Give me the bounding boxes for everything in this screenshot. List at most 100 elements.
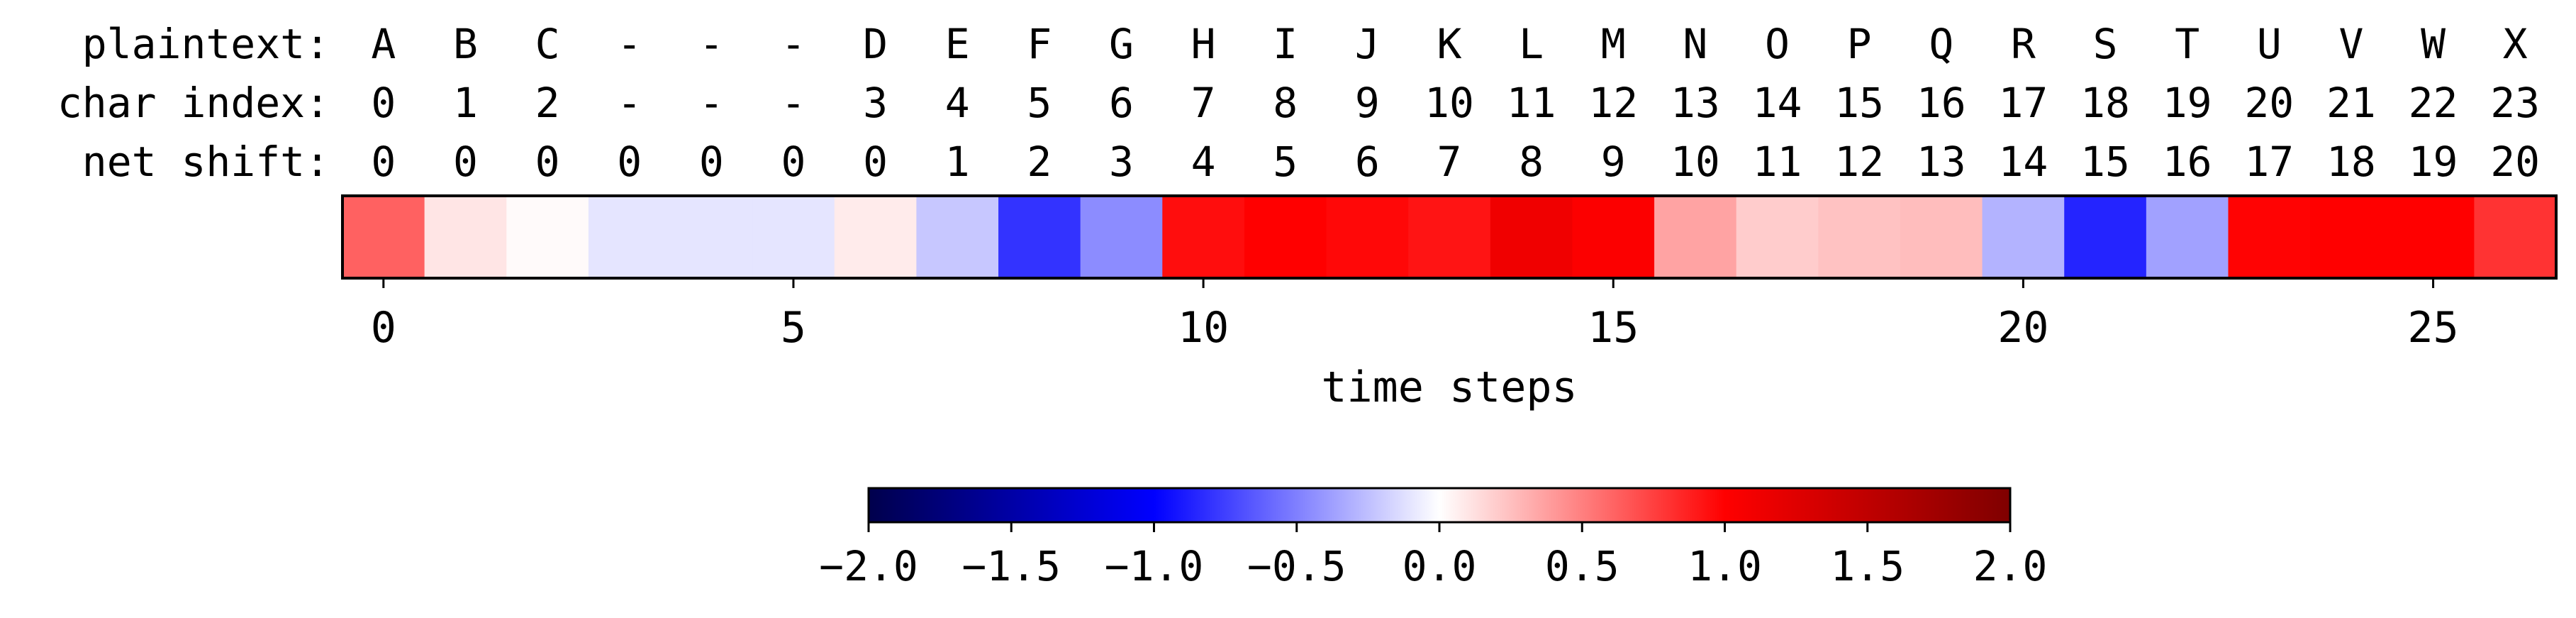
heatmap-cell xyxy=(506,196,589,278)
header-char-index-cell: 8 xyxy=(1273,79,1298,127)
header-net-shift-cell: 12 xyxy=(1834,138,1884,186)
header-plaintext-cell: F xyxy=(1027,20,1052,68)
header-net-shift-cell: 2 xyxy=(1027,138,1052,186)
header-char-index-cell: - xyxy=(617,79,642,127)
header-plaintext-cell: G xyxy=(1109,20,1134,68)
heatmap-cell xyxy=(670,196,753,278)
colorbar-tick-label: 0.0 xyxy=(1403,542,1477,590)
x-tick-label: 0 xyxy=(371,303,396,353)
header-plaintext-cell: A xyxy=(371,20,396,68)
header-char-index-cell: 1 xyxy=(453,79,478,127)
heatmap-cell xyxy=(2310,196,2393,278)
header-net-shift-cell: 7 xyxy=(1437,138,1462,186)
header-char-index-cell: 19 xyxy=(2163,79,2212,127)
header-plaintext-cell: V xyxy=(2338,20,2363,68)
header-plaintext-cell: J xyxy=(1355,20,1380,68)
header-net-shift-cell: 11 xyxy=(1753,138,1802,186)
header-plaintext-cell: O xyxy=(1765,20,1790,68)
heatmap-cell xyxy=(1900,196,1983,278)
header-plaintext-cell: P xyxy=(1847,20,1872,68)
header-char-index-cell: 2 xyxy=(535,79,560,127)
heatmap-cells xyxy=(342,196,2557,278)
row-label-net-shift: net shift: xyxy=(82,138,330,186)
heatmap-cell xyxy=(1162,196,1245,278)
header-net-shift-cell: 0 xyxy=(453,138,478,186)
header-plaintext-cell: H xyxy=(1191,20,1216,68)
header-char-index-cell: 21 xyxy=(2326,79,2376,127)
colorbar-tick-label: −0.5 xyxy=(1247,542,1346,590)
heatmap-cell xyxy=(1654,196,1737,278)
header-char-index-cell: 18 xyxy=(2080,79,2130,127)
header-plaintext-cell: L xyxy=(1519,20,1544,68)
heatmap-cell xyxy=(2392,196,2475,278)
heatmap-cell xyxy=(588,196,671,278)
header-char-index-cell: 23 xyxy=(2490,79,2540,127)
heatmap-cell xyxy=(1572,196,1655,278)
header-plaintext-cell: E xyxy=(945,20,970,68)
header-net-shift-cell: 0 xyxy=(781,138,806,186)
heatmap-cell xyxy=(1818,196,1901,278)
header-row-labels: plaintext: char index: net shift: xyxy=(57,20,330,186)
header-net-shift-cell: 0 xyxy=(699,138,724,186)
heatmap-cell xyxy=(834,196,918,278)
header-char-index-cell: 10 xyxy=(1424,79,1474,127)
header-plaintext-cell: - xyxy=(617,20,642,68)
colorbar-tick-label: 0.5 xyxy=(1545,542,1619,590)
header-plaintext-cell: M xyxy=(1601,20,1626,68)
x-tick-label: 10 xyxy=(1178,303,1229,353)
colorbar-tick-label: −1.5 xyxy=(961,542,1061,590)
header-char-index-cell: 15 xyxy=(1834,79,1884,127)
header-char-index-cell: 4 xyxy=(945,79,970,127)
header-plaintext-cell: - xyxy=(781,20,806,68)
header-net-shift-cell: 0 xyxy=(863,138,888,186)
heatmap-cell xyxy=(1244,196,1327,278)
heatmap-cell xyxy=(916,196,999,278)
x-tick-label: 20 xyxy=(1997,303,2048,353)
header-net-shift-cell: 5 xyxy=(1273,138,1298,186)
header-char-index-cell: 5 xyxy=(1027,79,1052,127)
heatmap-cell xyxy=(1736,196,1819,278)
header-net-shift-cell: 13 xyxy=(1917,138,1966,186)
header-plaintext-cell: Q xyxy=(1929,20,1953,68)
header-char-index-cell: 11 xyxy=(1507,79,1556,127)
header-plaintext-cell: - xyxy=(699,20,724,68)
header-plaintext-cell: C xyxy=(535,20,560,68)
heatmap-cell xyxy=(2064,196,2147,278)
header-net-shift-cell: 17 xyxy=(2244,138,2294,186)
header-net-shift-cell: 3 xyxy=(1109,138,1134,186)
header-net-shift-cell: 18 xyxy=(2326,138,2376,186)
x-tick-label: 15 xyxy=(1588,303,1639,353)
header-net-shift-cell: 10 xyxy=(1671,138,1720,186)
heatmap-cell xyxy=(424,196,507,278)
header-net-shift-cell: 15 xyxy=(2080,138,2130,186)
header-char-index-cell: - xyxy=(781,79,806,127)
header-char-index-cell: 14 xyxy=(1753,79,1802,127)
header-plaintext-cell: U xyxy=(2257,20,2282,68)
heatmap-cell xyxy=(1080,196,1163,278)
colorbar-tick-label: −2.0 xyxy=(819,542,918,590)
row-label-char-index: char index: xyxy=(57,79,330,127)
heatmap-cell xyxy=(2146,196,2229,278)
heatmap-cell xyxy=(1408,196,1491,278)
colorbar xyxy=(867,487,2012,524)
colorbar-ticks: −2.0 −1.5 −1.0 −0.5 0.0 0.5 1.0 1.5 2.0 xyxy=(819,522,2047,590)
colorbar-tick-label: 2.0 xyxy=(1973,542,2048,590)
header-net-shift-cell: 19 xyxy=(2409,138,2458,186)
header-char-index-cell: 0 xyxy=(371,79,396,127)
header-plaintext-cell: W xyxy=(2421,20,2446,68)
header-char-index-cell: - xyxy=(699,79,724,127)
header-char-index-cell: 16 xyxy=(1917,79,1966,127)
header-char-index-cell: 20 xyxy=(2244,79,2294,127)
header-cells: A00B10C20--0--0--0D30E41F52G63H74I85J96K… xyxy=(371,20,2540,186)
x-tick-label: 5 xyxy=(781,303,806,353)
header-plaintext-cell: D xyxy=(863,20,888,68)
heatmap-cell xyxy=(1982,196,2065,278)
heatmap-cell xyxy=(2228,196,2311,278)
header-plaintext-cell: N xyxy=(1683,20,1707,68)
colorbar-tick-label: 1.5 xyxy=(1830,542,1905,590)
header-char-index-cell: 9 xyxy=(1355,79,1380,127)
colorbar-tick-label: 1.0 xyxy=(1688,542,1762,590)
x-axis-ticks: 0 5 10 15 20 25 xyxy=(371,278,2459,353)
header-char-index-cell: 13 xyxy=(1671,79,1720,127)
